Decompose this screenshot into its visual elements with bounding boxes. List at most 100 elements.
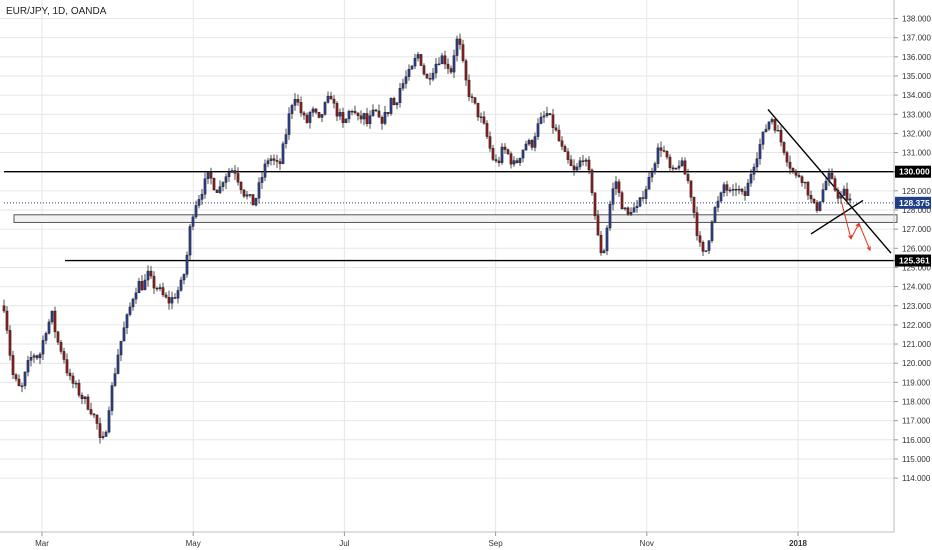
candle-body — [68, 372, 72, 377]
candle-body — [146, 270, 150, 281]
candle-body — [653, 163, 657, 173]
candle-body — [377, 110, 381, 118]
candle-body — [230, 170, 234, 173]
y-tick-label: 134.000 — [902, 91, 931, 100]
candle-body — [209, 172, 213, 179]
candle-body — [176, 290, 180, 299]
candle-body — [593, 192, 597, 217]
candle-body — [290, 105, 294, 114]
candle-body — [413, 58, 417, 67]
candle-body — [704, 250, 708, 252]
candle-body — [266, 160, 270, 165]
candle-body — [776, 130, 780, 132]
candle-body — [590, 169, 594, 193]
arrow-head — [866, 246, 871, 252]
candle-body — [341, 112, 345, 124]
candle-body — [272, 158, 276, 161]
candle-body — [494, 159, 498, 162]
candle-body — [830, 172, 834, 179]
candle-body — [308, 112, 312, 123]
candle-body — [587, 159, 591, 171]
y-tick-label: 129.000 — [902, 187, 931, 196]
candle-body — [155, 287, 159, 290]
candle-body — [782, 141, 786, 153]
candle-body — [35, 355, 39, 359]
candle-body — [605, 227, 609, 252]
candle-body — [470, 96, 474, 98]
candle-body — [2, 305, 6, 312]
candle-body — [461, 44, 465, 61]
candle-body — [338, 112, 342, 117]
candle-body — [575, 166, 579, 171]
y-tick-label: 117.000 — [902, 417, 931, 426]
candle-body — [407, 68, 411, 77]
candle-body — [152, 275, 156, 289]
candle-body — [539, 116, 543, 124]
candle-body — [752, 166, 756, 175]
candle-body — [359, 115, 363, 120]
candle-body — [257, 182, 261, 199]
candle-body — [509, 153, 513, 165]
candle-body — [197, 199, 201, 206]
candle-body — [518, 157, 522, 163]
candle-body — [569, 159, 573, 167]
candle-body — [641, 197, 645, 199]
candle-body — [836, 189, 840, 199]
candle-body — [779, 130, 783, 143]
candle-body — [419, 54, 423, 66]
y-tick-label: 121.000 — [902, 340, 931, 349]
y-tick-label: 120.000 — [902, 359, 931, 368]
candle-body — [143, 279, 147, 291]
candle-body — [533, 136, 537, 148]
candle-body — [482, 116, 486, 124]
candle-body — [128, 306, 132, 315]
candle-body — [107, 410, 111, 433]
candle-body — [23, 371, 27, 387]
candle-body — [383, 112, 387, 124]
grid-lines — [0, 0, 894, 532]
candle-body — [827, 172, 831, 182]
candle-body — [698, 235, 702, 243]
support-zone — [13, 214, 898, 223]
candle-body — [659, 147, 663, 151]
candle-body — [299, 102, 303, 114]
candle-body — [83, 396, 87, 400]
price-label-box — [895, 196, 931, 209]
candle-body — [317, 111, 321, 118]
candle-body — [479, 116, 483, 118]
candle-body — [512, 160, 516, 165]
candle-body — [452, 55, 456, 73]
candle-body — [431, 72, 435, 80]
candle-body — [203, 178, 207, 195]
candle-body — [437, 63, 441, 66]
y-tick-label: 115.000 — [902, 455, 931, 464]
candle-body — [29, 357, 33, 361]
candle-body — [542, 115, 546, 118]
candle-body — [200, 193, 204, 200]
candle-body — [167, 297, 171, 304]
candle-body — [182, 274, 186, 281]
candle-body — [767, 121, 771, 130]
candle-body — [608, 204, 612, 229]
candle-body — [581, 160, 585, 162]
candle-body — [269, 158, 273, 161]
candle-body — [224, 176, 228, 183]
candle-body — [674, 167, 678, 170]
candle-body — [410, 65, 414, 70]
candle-body — [188, 226, 192, 256]
candle-body — [647, 176, 651, 190]
candle-body — [122, 327, 126, 342]
price-label-box — [895, 165, 931, 178]
candle-body — [485, 123, 489, 137]
x-tick-label: Sep — [488, 539, 503, 548]
candle-body — [611, 188, 615, 205]
y-axis-ticks: 114.000 115.000 116.000 117.000 118.000 119.0… — [894, 15, 931, 483]
y-tick-label: 137.000 — [902, 34, 931, 43]
candle-body — [113, 373, 117, 386]
candle-body — [302, 112, 306, 116]
candle-body — [260, 177, 264, 183]
candle-body — [92, 413, 96, 416]
candle-body — [572, 165, 576, 171]
candle-body — [473, 97, 477, 104]
